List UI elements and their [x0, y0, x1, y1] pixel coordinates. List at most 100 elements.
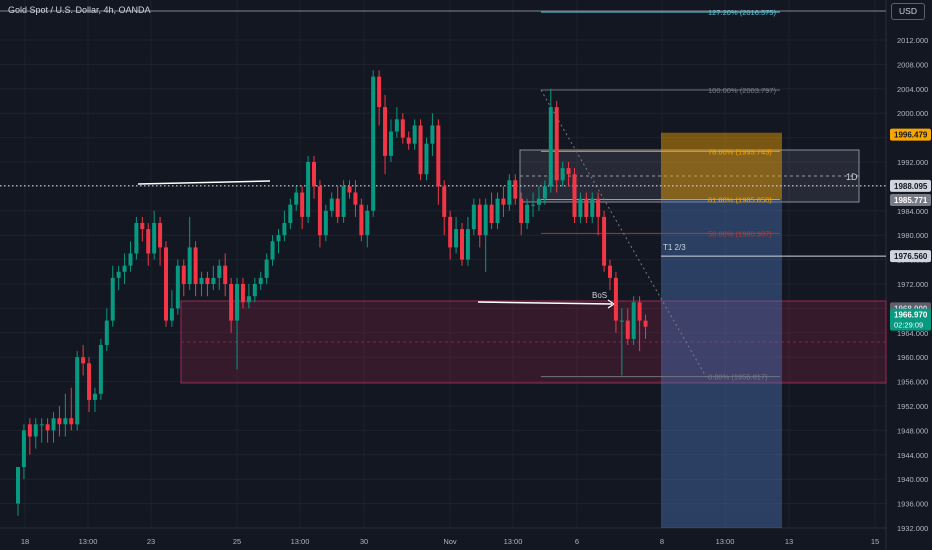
candle-body[interactable] [619, 320, 624, 322]
candle-body[interactable] [258, 277, 263, 284]
candle-body[interactable] [329, 198, 334, 211]
candle-body[interactable] [436, 125, 441, 187]
candle-body[interactable] [104, 320, 109, 345]
candle-body[interactable] [33, 424, 38, 437]
candle-body[interactable] [211, 277, 216, 284]
candle-body[interactable] [223, 265, 228, 284]
price-label-dotted-level[interactable] [890, 179, 931, 192]
candle-body[interactable] [596, 198, 601, 217]
candle-body[interactable] [525, 204, 530, 223]
candle-body[interactable] [317, 186, 322, 236]
candle-body[interactable] [164, 247, 168, 321]
candle-body[interactable] [442, 186, 447, 217]
candle-body[interactable] [465, 229, 470, 260]
candle-body[interactable] [240, 284, 245, 303]
candle-body[interactable] [424, 143, 429, 175]
candle-body[interactable] [637, 302, 642, 321]
candle-body[interactable] [353, 192, 358, 205]
candle-body[interactable] [400, 119, 405, 138]
candle-body[interactable] [158, 223, 163, 248]
candle-body[interactable] [602, 216, 607, 266]
candle-body[interactable] [371, 76, 376, 211]
candle-body[interactable] [448, 216, 453, 248]
candle-body[interactable] [377, 76, 382, 108]
candle-body[interactable] [69, 418, 74, 425]
candle-body[interactable] [282, 223, 287, 236]
candle-body[interactable] [270, 241, 275, 260]
candle-body[interactable] [87, 363, 92, 400]
candle-body[interactable] [187, 247, 192, 284]
candle-body[interactable] [383, 107, 388, 156]
candle-body[interactable] [531, 204, 536, 206]
candle-body[interactable] [477, 204, 482, 236]
candle-body[interactable] [45, 424, 50, 431]
candle-body[interactable] [454, 229, 459, 248]
candle-body[interactable] [57, 418, 62, 425]
candle-body[interactable] [294, 192, 299, 205]
candle-body[interactable] [495, 198, 500, 223]
candle-body[interactable] [276, 235, 281, 242]
price-label-target-level[interactable] [890, 250, 931, 263]
candle-body[interactable] [288, 204, 293, 223]
price-label-zone-top[interactable] [890, 193, 931, 206]
candle-body[interactable] [229, 284, 234, 321]
price-label-alert-level[interactable] [890, 128, 931, 141]
candle-body[interactable] [312, 162, 316, 187]
candle-body[interactable] [306, 162, 311, 217]
candle-body[interactable] [489, 204, 494, 223]
candle-body[interactable] [16, 467, 20, 504]
candle-body[interactable] [217, 265, 222, 278]
candle-body[interactable] [300, 192, 305, 217]
candle-body[interactable] [554, 107, 559, 181]
candle-body[interactable] [394, 119, 399, 132]
candle-body[interactable] [560, 168, 565, 181]
candle-body[interactable] [483, 204, 488, 236]
candle-body[interactable] [572, 174, 577, 217]
candle-body[interactable] [519, 198, 524, 223]
candle-body[interactable] [146, 229, 151, 254]
candle-body[interactable] [631, 302, 636, 339]
candle-body[interactable] [235, 284, 240, 321]
candle-body[interactable] [110, 277, 115, 321]
candle-body[interactable] [27, 424, 32, 437]
candle-body[interactable] [81, 357, 86, 364]
candle-body[interactable] [175, 265, 180, 309]
candle-body[interactable] [578, 198, 583, 217]
candle-body[interactable] [566, 168, 571, 175]
candle-body[interactable] [359, 204, 364, 236]
candle-body[interactable] [75, 357, 80, 425]
candle-body[interactable] [122, 265, 127, 272]
candle-body[interactable] [542, 186, 547, 199]
candle-body[interactable] [365, 210, 370, 236]
candle-body[interactable] [252, 284, 257, 297]
price-label-last-price[interactable] [890, 308, 931, 331]
candle-body[interactable] [536, 198, 541, 205]
candle-body[interactable] [406, 137, 411, 144]
candle-body[interactable] [51, 418, 56, 431]
candle-body[interactable] [513, 180, 518, 199]
candle-body[interactable] [430, 125, 435, 144]
candle-body[interactable] [501, 198, 506, 205]
candle-body[interactable] [21, 430, 26, 467]
candle-body[interactable] [418, 125, 423, 175]
candle-body[interactable] [92, 393, 97, 400]
candle-body[interactable] [388, 131, 393, 156]
candle-body[interactable] [335, 198, 340, 217]
candle-body[interactable] [613, 277, 618, 321]
candle-body[interactable] [625, 320, 630, 339]
candle-body[interactable] [643, 320, 648, 327]
candle-body[interactable] [590, 198, 595, 217]
candle-body[interactable] [471, 204, 476, 230]
candle-body[interactable] [323, 210, 328, 236]
candle-body[interactable] [181, 265, 186, 284]
candle-body[interactable] [246, 296, 251, 303]
currency-button[interactable]: USD [891, 3, 925, 20]
candle-body[interactable] [584, 198, 589, 217]
candle-body[interactable] [608, 265, 612, 278]
candle-body[interactable] [264, 259, 269, 278]
candle-body[interactable] [507, 180, 512, 205]
candle-body[interactable] [548, 107, 553, 187]
candle-body[interactable] [98, 345, 103, 394]
candle-body[interactable] [169, 308, 174, 321]
